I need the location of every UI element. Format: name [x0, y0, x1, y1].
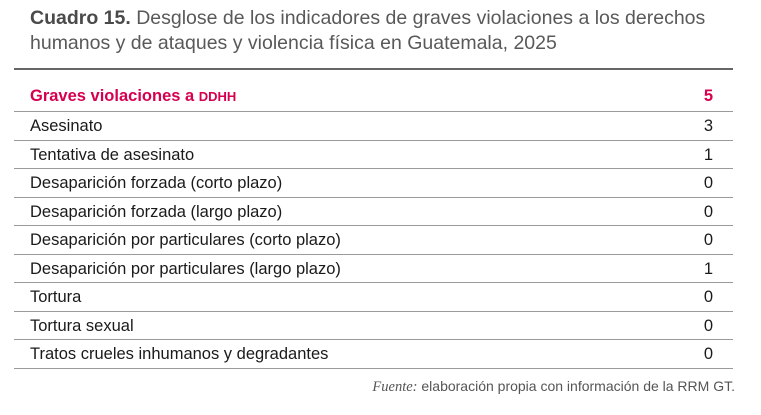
row-label: Tortura sexual [30, 316, 134, 335]
row-label: Tentativa de asesinato [30, 145, 195, 164]
row-value: 0 [703, 345, 713, 363]
table-row: Tortura 0 [14, 283, 733, 312]
row-label: Desaparición forzada (corto plazo) [30, 174, 283, 192]
caption-label: Cuadro 15. [30, 7, 131, 29]
row-label: Desaparición forzada (largo plazo) [30, 202, 283, 221]
row-label: Tortura [30, 288, 82, 306]
header-total-value: 5 [703, 87, 713, 105]
row-value: 0 [703, 231, 713, 249]
row-value: 0 [703, 202, 713, 221]
source-text: elaboración propia con información de la… [417, 378, 735, 394]
table-row: Desaparición forzada (largo plazo) 0 [14, 198, 733, 226]
row-label: Asesinato [30, 117, 103, 135]
table-row: Desaparición por particulares (corto pla… [14, 226, 733, 255]
table-header-row: Graves violaciones a DDHH 5 [14, 82, 733, 112]
row-value: 3 [703, 117, 713, 135]
table-row: Tentativa de asesinato 1 [14, 141, 733, 169]
row-label: Desaparición por particulares (largo pla… [30, 259, 341, 278]
table-row: Tratos crueles inhumanos y degradantes 0 [14, 340, 733, 369]
row-value: 1 [703, 259, 713, 278]
header-label: Graves violaciones a DDHH [30, 86, 236, 107]
caption-text: Desglose de los indicadores de graves vi… [30, 7, 706, 54]
table-caption: Cuadro 15. Desglose de los indicadores d… [30, 6, 740, 56]
table-row: Desaparición por particulares (largo pla… [14, 255, 733, 283]
indicators-table: Graves violaciones a DDHH 5 Asesinato 3 … [14, 68, 733, 369]
row-value: 0 [703, 174, 713, 192]
row-label: Desaparición por particulares (corto pla… [30, 231, 341, 249]
row-value: 0 [703, 316, 713, 335]
row-value: 0 [703, 288, 713, 306]
source-label: Fuente: [372, 379, 418, 395]
row-value: 1 [703, 145, 713, 164]
header-label-main: Graves violaciones a [30, 87, 199, 105]
table-row: Desaparición forzada (corto plazo) 0 [14, 169, 733, 198]
table-row: Asesinato 3 [14, 112, 733, 141]
header-label-suffix: DDHH [198, 89, 237, 104]
row-label: Tratos crueles inhumanos y degradantes [30, 345, 329, 363]
table-row: Tortura sexual 0 [14, 312, 733, 340]
source-note: Fuente: elaboración propia con informaci… [372, 378, 735, 396]
